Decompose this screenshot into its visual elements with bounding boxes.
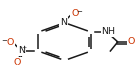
Text: O: O — [71, 9, 79, 18]
Text: N: N — [60, 18, 67, 27]
Text: O: O — [127, 37, 135, 46]
Text: ': ' — [17, 63, 18, 68]
Text: NH: NH — [101, 27, 115, 36]
Text: −: − — [1, 38, 7, 44]
Text: +: + — [22, 45, 27, 50]
Text: N: N — [18, 46, 25, 55]
Text: −: − — [76, 9, 82, 15]
Text: O: O — [7, 38, 14, 47]
Text: O: O — [14, 58, 21, 67]
